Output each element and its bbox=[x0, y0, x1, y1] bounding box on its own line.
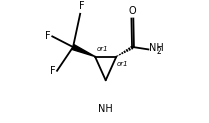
Text: F: F bbox=[45, 31, 51, 41]
Polygon shape bbox=[72, 45, 95, 57]
Text: 2: 2 bbox=[156, 47, 161, 56]
Text: F: F bbox=[79, 1, 84, 11]
Text: or1: or1 bbox=[97, 46, 108, 52]
Text: NH: NH bbox=[98, 104, 113, 114]
Text: O: O bbox=[129, 6, 136, 16]
Text: or1: or1 bbox=[116, 61, 128, 67]
Text: NH: NH bbox=[149, 43, 164, 53]
Text: F: F bbox=[50, 66, 55, 76]
